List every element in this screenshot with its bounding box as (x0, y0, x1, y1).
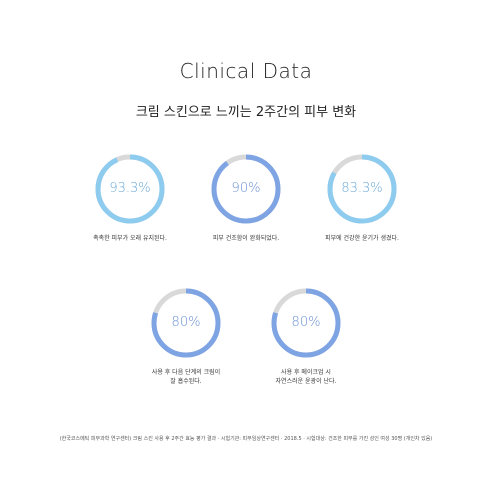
progress-ring-graphic (95, 154, 165, 224)
stat-caption: 피부에 건강한 윤기가 생겼다. (325, 235, 399, 242)
stat-card: 80% 사용 후 메이크업 시 자연스러운 윤광이 난다. (246, 286, 366, 386)
stat-caption: 사용 후 메이크업 시 자연스러운 윤광이 난다. (275, 369, 337, 385)
stat-card: 93.3% 촉촉한 피부가 오래 유지된다. (70, 152, 190, 243)
progress-ring-graphic (151, 288, 221, 358)
stat-card: 90% 피부 건조함이 완화되었다. (186, 152, 306, 243)
page-subtitle: 크림 스킨으로 느끼는 2주간의 피부 변화 (135, 105, 357, 120)
ring-fill (211, 154, 281, 224)
stat-value: 80% (291, 315, 321, 330)
progress-ring-graphic (211, 154, 281, 224)
stat-caption: 사용 후 다음 단계의 크림이 잘 흡수된다. (151, 369, 221, 385)
footnote: (한국코스메틱 피부과학 연구센터) 크림 스킨 사용 후 2주간 효능 평가 … (59, 436, 433, 442)
progress-ring: 93.3% (93, 152, 167, 226)
stat-caption: 촉촉한 피부가 오래 유지된다. (93, 235, 167, 242)
ring-fill (327, 154, 397, 224)
ring-fill (271, 288, 341, 358)
ring-fill (151, 288, 221, 358)
progress-ring: 90% (209, 152, 283, 226)
stat-value: 83.3% (341, 181, 383, 196)
stat-card: 80% 사용 후 다음 단계의 크림이 잘 흡수된다. (126, 286, 246, 386)
stat-value: 93.3% (109, 181, 151, 196)
progress-ring: 80% (149, 286, 223, 360)
stat-value: 90% (231, 181, 261, 196)
stat-value: 80% (171, 315, 201, 330)
stat-card: 83.3% 피부에 건강한 윤기가 생겼다. (302, 152, 422, 243)
ring-fill (95, 154, 165, 224)
stat-caption: 피부 건조함이 완화되었다. (212, 235, 280, 242)
progress-ring: 83.3% (325, 152, 399, 226)
progress-ring-graphic (327, 154, 397, 224)
page-title: Clinical Data (179, 59, 313, 83)
progress-ring: 80% (269, 286, 343, 360)
progress-ring-graphic (271, 288, 341, 358)
